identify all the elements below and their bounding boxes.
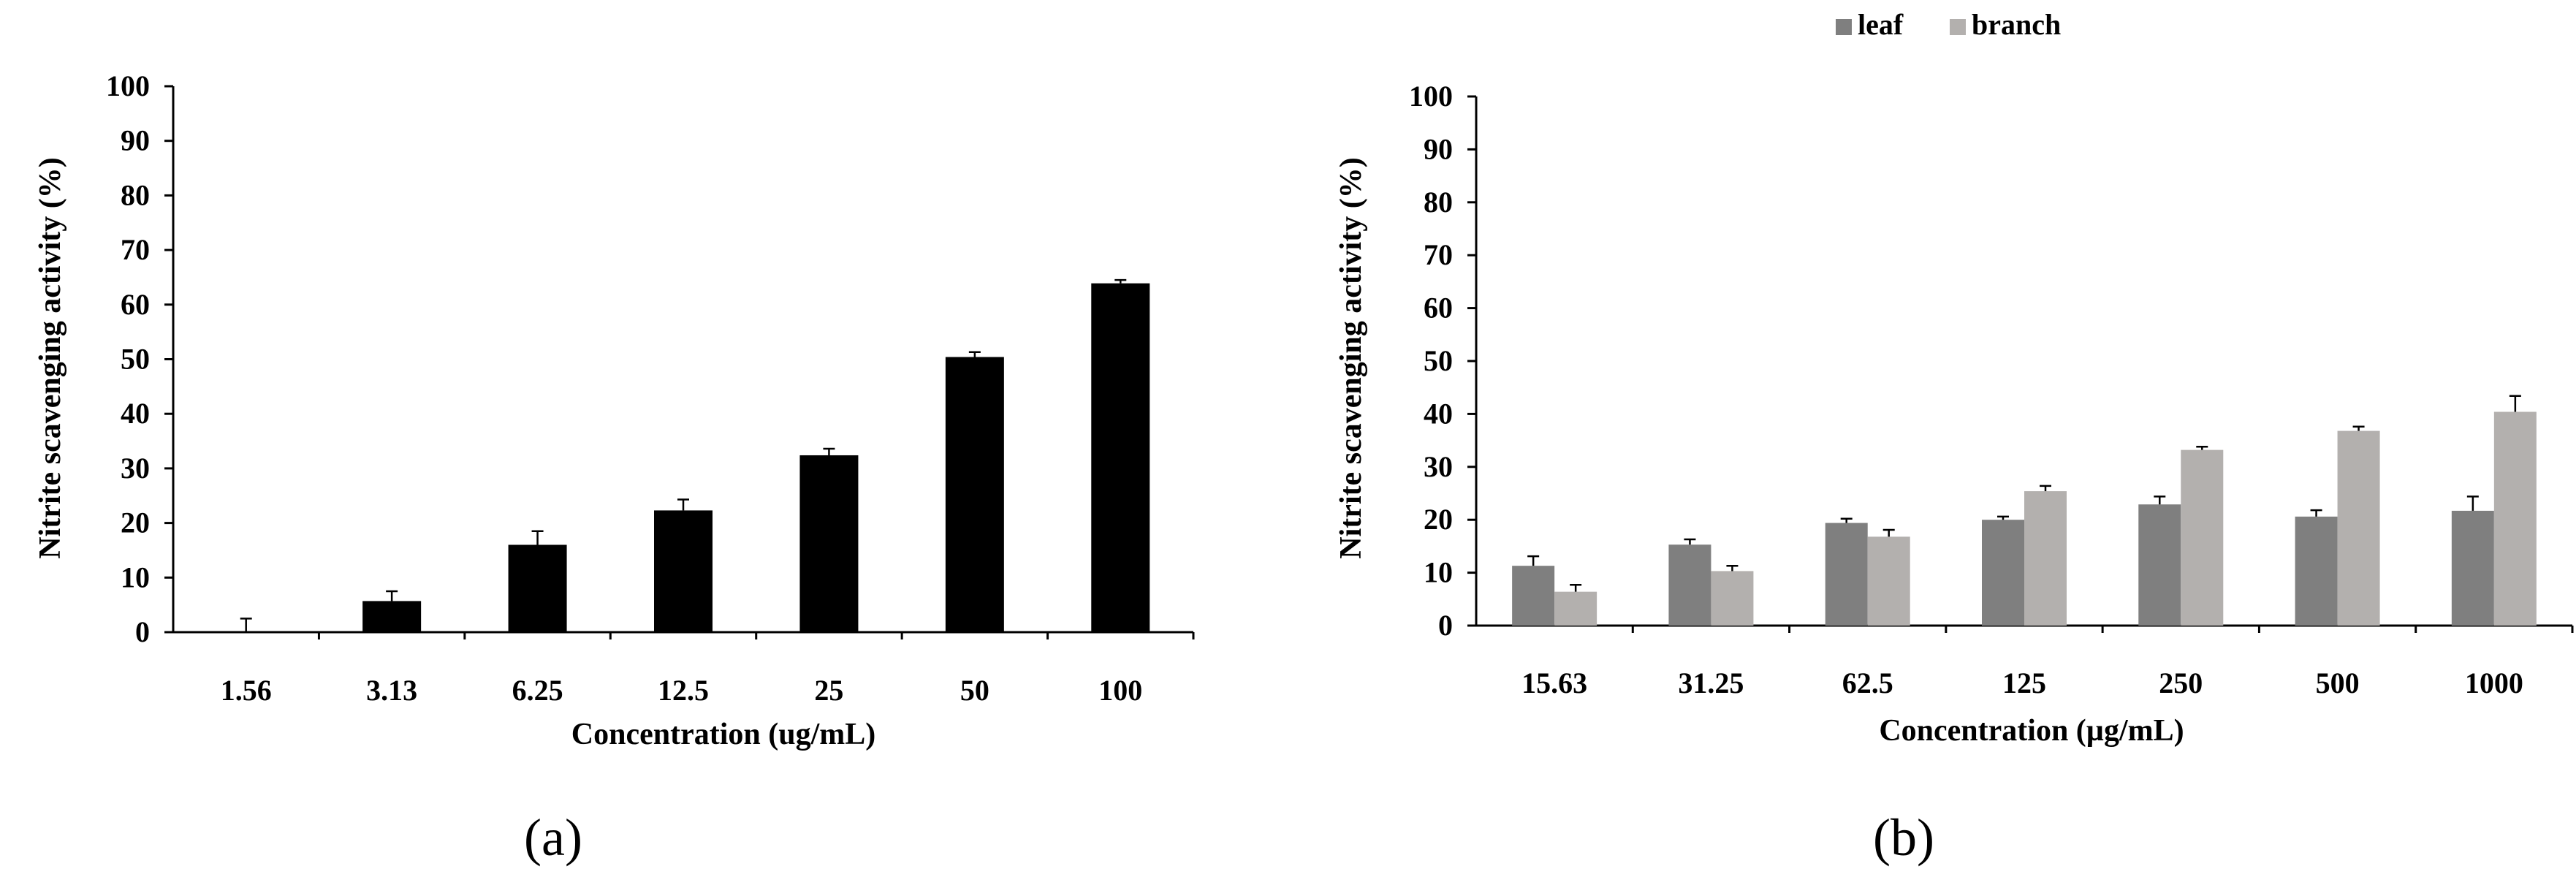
y-tick-label-b: 40 — [1424, 397, 1453, 430]
y-tick-label-a: 40 — [121, 397, 150, 430]
chart-panel-b: Nitrite scavenging activity (%) Concentr… — [1334, 8, 2574, 867]
x-tick-label-a: 1.56 — [221, 674, 272, 707]
x-tick-label-b: 250 — [2159, 667, 2203, 699]
bar-b-leaf — [1825, 523, 1868, 626]
y-tick-label-a: 90 — [121, 124, 150, 157]
y-tick-label-b: 90 — [1424, 132, 1453, 165]
x-tick-label-b: 1000 — [2465, 667, 2523, 699]
plot-area-b: 0 10 20 30 40 50 60 70 80 90 100 15.63 31.25 62.5 125 2… — [1409, 8, 2574, 699]
x-tick-label-b: 125 — [2002, 667, 2046, 699]
bar-b-leaf — [2138, 504, 2181, 626]
y-tick-label-a: 80 — [121, 178, 150, 211]
chart-panel-a: Nitrite scavenging activity (%) Concentr… — [34, 69, 1195, 867]
bar-a-value — [508, 544, 567, 632]
panel-label-a: (a) — [524, 808, 582, 867]
bar-a-value — [362, 601, 422, 632]
bar-b-leaf — [2295, 516, 2338, 626]
bar-a-value — [799, 455, 859, 632]
x-tick-label-b: 62.5 — [1842, 667, 1893, 699]
x-tick-label-a: 50 — [960, 674, 989, 707]
y-tick-label-a: 10 — [121, 561, 150, 593]
legend-swatch-leaf — [1836, 19, 1852, 35]
bar-b-leaf — [1982, 520, 2024, 626]
x-tick-label-a: 100 — [1098, 674, 1142, 707]
legend-label-leaf: leaf — [1858, 8, 1904, 41]
y-tick-label-b: 10 — [1424, 556, 1453, 589]
y-tick-label-a: 70 — [121, 233, 150, 266]
y-tick-label-b: 0 — [1438, 609, 1453, 642]
x-tick-label-a: 12.5 — [658, 674, 709, 707]
plot-area-a: 0 10 20 30 40 50 60 70 80 90 100 1.56 3.13 6.25 12.5 25… — [106, 69, 1195, 707]
x-tick-label-b: 15.63 — [1521, 667, 1587, 699]
bar-b-branch — [2181, 449, 2224, 626]
x-tick-label-a: 6.25 — [512, 674, 563, 707]
y-tick-label-b: 70 — [1424, 238, 1453, 271]
y-axis-label-b: Nitrite scavenging activity (%) — [1334, 157, 1368, 558]
x-axis-label-b: Concentration (µg/mL) — [1879, 714, 2184, 748]
y-tick-label-b: 80 — [1424, 186, 1453, 219]
x-tick-label-a: 25 — [814, 674, 843, 707]
y-tick-label-a: 60 — [121, 288, 150, 321]
y-tick-label-a: 100 — [106, 69, 150, 102]
bar-b-branch — [2024, 491, 2067, 626]
x-tick-label-b: 500 — [2316, 667, 2360, 699]
x-tick-label-a: 3.13 — [366, 674, 417, 707]
legend-swatch-branch — [1950, 19, 1966, 35]
bar-b-leaf — [1668, 544, 1711, 626]
x-axis-label-a: Concentration (ug/mL) — [571, 718, 875, 751]
panel-label-b: (b) — [1873, 808, 1934, 867]
bar-a-value — [654, 510, 713, 632]
bar-b-branch — [2337, 430, 2380, 626]
y-tick-label-b: 100 — [1409, 80, 1453, 113]
y-tick-label-a: 20 — [121, 506, 150, 539]
bar-a-value — [945, 357, 1004, 632]
y-tick-label-a: 50 — [121, 343, 150, 376]
bar-a-value — [1091, 283, 1150, 632]
bar-b-leaf — [1512, 566, 1555, 626]
y-tick-label-b: 50 — [1424, 344, 1453, 377]
bar-b-branch — [1867, 536, 1910, 626]
bar-b-branch — [1554, 591, 1597, 626]
legend-label-branch: branch — [1972, 8, 2061, 41]
y-tick-label-b: 60 — [1424, 292, 1453, 324]
y-tick-label-a: 30 — [121, 452, 150, 485]
bar-b-leaf — [2451, 510, 2494, 626]
x-tick-label-b: 31.25 — [1678, 667, 1744, 699]
bar-b-branch — [1711, 571, 1754, 626]
bar-b-branch — [2493, 411, 2537, 626]
y-tick-label-b: 30 — [1424, 450, 1453, 483]
y-tick-label-a: 0 — [135, 615, 150, 648]
y-tick-label-b: 20 — [1424, 503, 1453, 536]
y-axis-label-a: Nitrite scavenging activity (%) — [34, 157, 67, 558]
